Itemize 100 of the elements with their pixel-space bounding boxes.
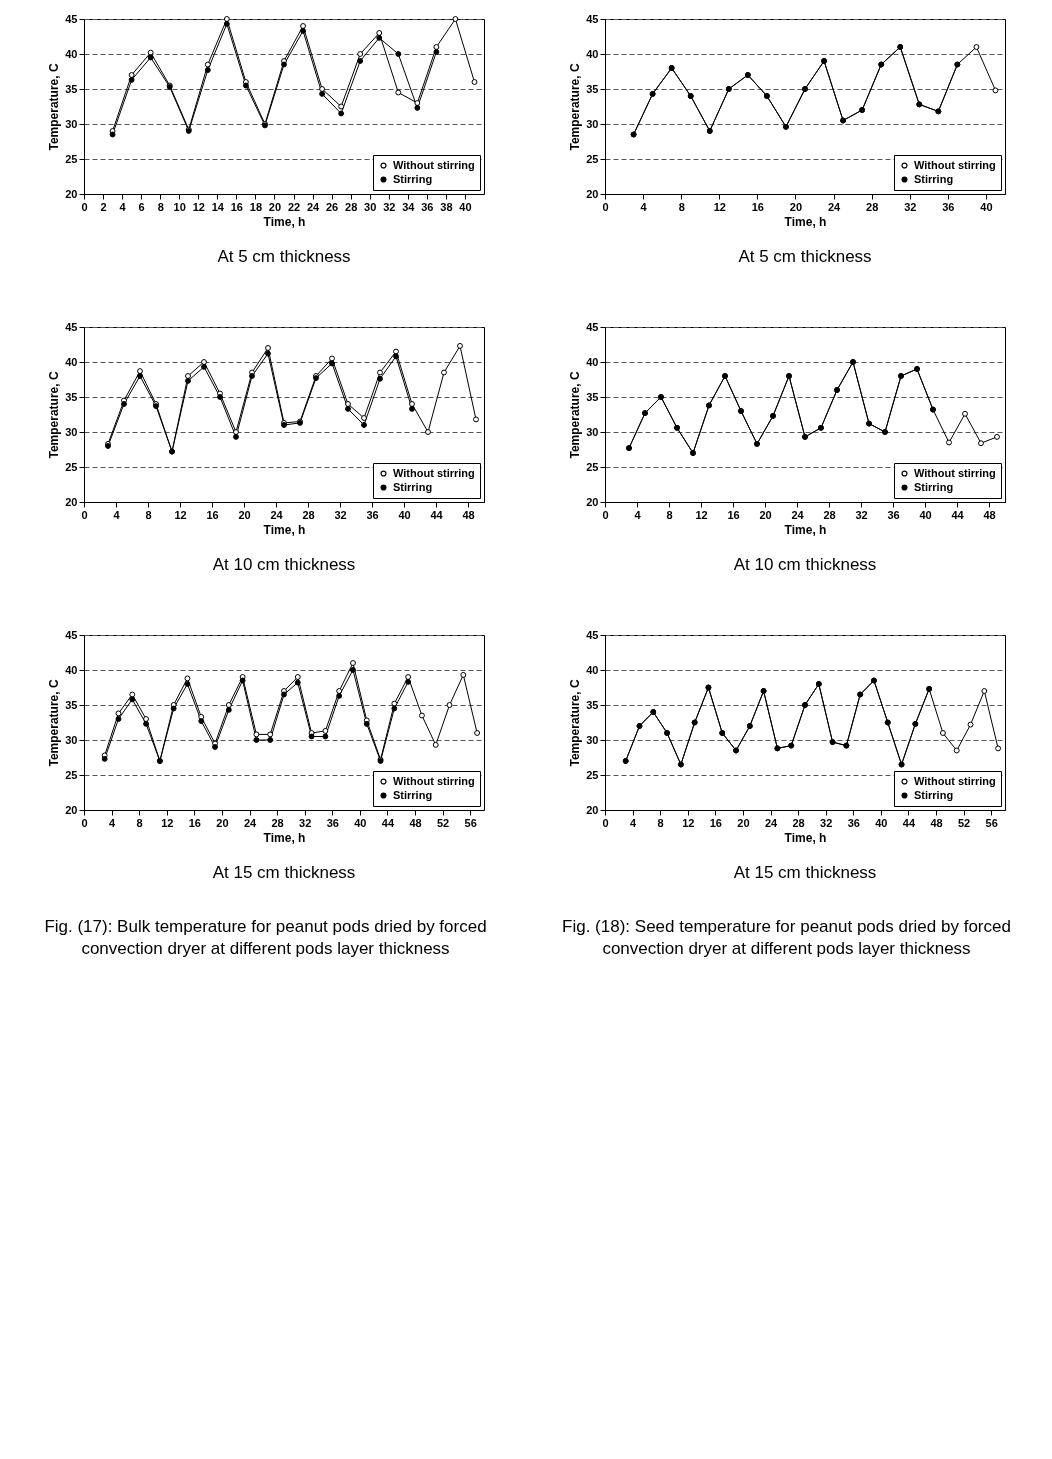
x-tick-label: 52 — [958, 816, 971, 829]
text: At 5 cm thickness — [738, 247, 872, 266]
x-tick-label: 16 — [751, 200, 765, 213]
y-axis-title: Temperature, C — [47, 63, 62, 151]
x-tick-label: 28 — [345, 200, 358, 213]
y-tick-label: 20 — [586, 495, 599, 508]
x-axis-title: Time, h — [263, 214, 306, 229]
x-tick-label: 24 — [243, 816, 258, 829]
y-tick-label: 45 — [586, 628, 599, 641]
x-tick-label: 20 — [216, 816, 229, 829]
x-tick-label: 48 — [462, 508, 475, 521]
x-tick-label: 4 — [119, 200, 127, 213]
y-axis-title: Temperature, C — [568, 371, 583, 459]
x-tick-label: 12 — [713, 200, 726, 213]
x-tick-label: 24 — [270, 508, 284, 521]
y-tick-label: 45 — [586, 12, 599, 25]
x-tick-label: 44 — [902, 816, 916, 829]
x-tick-label: 38 — [440, 200, 453, 213]
x-tick-label: 12 — [174, 508, 187, 521]
x-tick-label: 28 — [823, 508, 836, 521]
x-tick-label: 48 — [409, 816, 422, 829]
y-tick-label: 35 — [586, 698, 599, 711]
x-tick-label: 26 — [325, 200, 339, 213]
x-tick-label: 18 — [249, 200, 263, 213]
text: At 15 cm thickness — [733, 863, 877, 882]
y-tick-label: 30 — [586, 733, 599, 746]
y-axis-title: Temperature, C — [568, 679, 583, 767]
legend-label: Stirring — [393, 480, 433, 493]
y-tick-label: 45 — [586, 320, 599, 333]
y-axis-title: Temperature, C — [47, 679, 62, 767]
x-tick-label: 40 — [980, 200, 993, 213]
x-tick-label: 14 — [211, 200, 225, 213]
text: At 15 cm thickness — [212, 863, 356, 882]
y-tick-label: 40 — [586, 355, 599, 368]
y-tick-label: 20 — [65, 187, 78, 200]
x-tick-label: 8 — [157, 200, 164, 213]
x-tick-label: 28 — [302, 508, 315, 521]
x-tick-label: 20 — [268, 200, 282, 213]
x-tick-label: 30 — [364, 200, 377, 213]
x-tick-label: 16 — [727, 508, 740, 521]
y-tick-label: 25 — [586, 460, 599, 473]
x-tick-label: 24 — [764, 816, 779, 829]
legend-label: Stirring — [914, 172, 954, 185]
y-tick-label: 25 — [586, 768, 599, 781]
x-tick-label: 40 — [459, 200, 472, 213]
x-tick-label: 12 — [192, 200, 205, 213]
x-tick-label: 44 — [381, 816, 395, 829]
text: At 10 cm thickness — [212, 555, 356, 574]
y-tick-label: 30 — [65, 425, 78, 438]
y-tick-label: 35 — [65, 698, 78, 711]
x-tick-label: 32 — [383, 200, 396, 213]
y-tick-label: 20 — [65, 495, 78, 508]
legend-label: Stirring — [914, 788, 954, 801]
y-tick-label: 35 — [65, 82, 78, 95]
x-tick-label: 24 — [306, 200, 321, 213]
x-tick-label: 32 — [904, 200, 917, 213]
x-tick-label: 36 — [366, 508, 379, 521]
x-tick-label: 0 — [602, 508, 609, 521]
x-tick-label: 36 — [887, 508, 900, 521]
x-tick-label: 0 — [602, 816, 609, 829]
y-tick-label: 40 — [586, 47, 599, 60]
x-tick-label: 36 — [326, 816, 339, 829]
y-tick-label: 25 — [65, 460, 78, 473]
x-tick-label: 12 — [161, 816, 174, 829]
legend-label: Without stirring — [393, 774, 475, 787]
x-tick-label: 16 — [206, 508, 219, 521]
y-tick-label: 30 — [65, 117, 78, 130]
y-axis-title: Temperature, C — [47, 371, 62, 459]
legend-label: Without stirring — [914, 774, 996, 787]
x-tick-label: 0 — [81, 200, 88, 213]
x-tick-label: 24 — [827, 200, 842, 213]
text: At 10 cm thickness — [733, 555, 877, 574]
y-tick-label: 20 — [65, 803, 78, 816]
x-axis-title: Time, h — [784, 214, 827, 229]
x-tick-label: 44 — [430, 508, 444, 521]
x-tick-label: 56 — [464, 816, 477, 829]
y-tick-label: 20 — [586, 803, 599, 816]
x-tick-label: 8 — [666, 508, 673, 521]
legend-label: Stirring — [393, 788, 433, 801]
legend-label: Without stirring — [393, 158, 475, 171]
x-axis-title: Time, h — [263, 830, 306, 845]
x-tick-label: 10 — [173, 200, 186, 213]
legend-label: Without stirring — [914, 158, 996, 171]
y-tick-label: 35 — [586, 82, 599, 95]
x-tick-label: 20 — [238, 508, 251, 521]
x-tick-label: 4 — [113, 508, 121, 521]
y-tick-label: 40 — [65, 355, 78, 368]
x-tick-label: 52 — [437, 816, 450, 829]
x-axis-title: Time, h — [263, 522, 306, 537]
y-tick-label: 40 — [586, 663, 599, 676]
x-tick-label: 34 — [402, 200, 416, 213]
x-tick-label: 28 — [271, 816, 284, 829]
x-tick-label: 24 — [791, 508, 805, 521]
y-tick-label: 25 — [65, 768, 78, 781]
x-tick-label: 8 — [678, 200, 685, 213]
y-tick-label: 30 — [586, 117, 599, 130]
x-tick-label: 0 — [602, 200, 609, 213]
x-tick-label: 16 — [709, 816, 722, 829]
y-tick-label: 40 — [65, 47, 78, 60]
x-tick-label: 36 — [421, 200, 434, 213]
